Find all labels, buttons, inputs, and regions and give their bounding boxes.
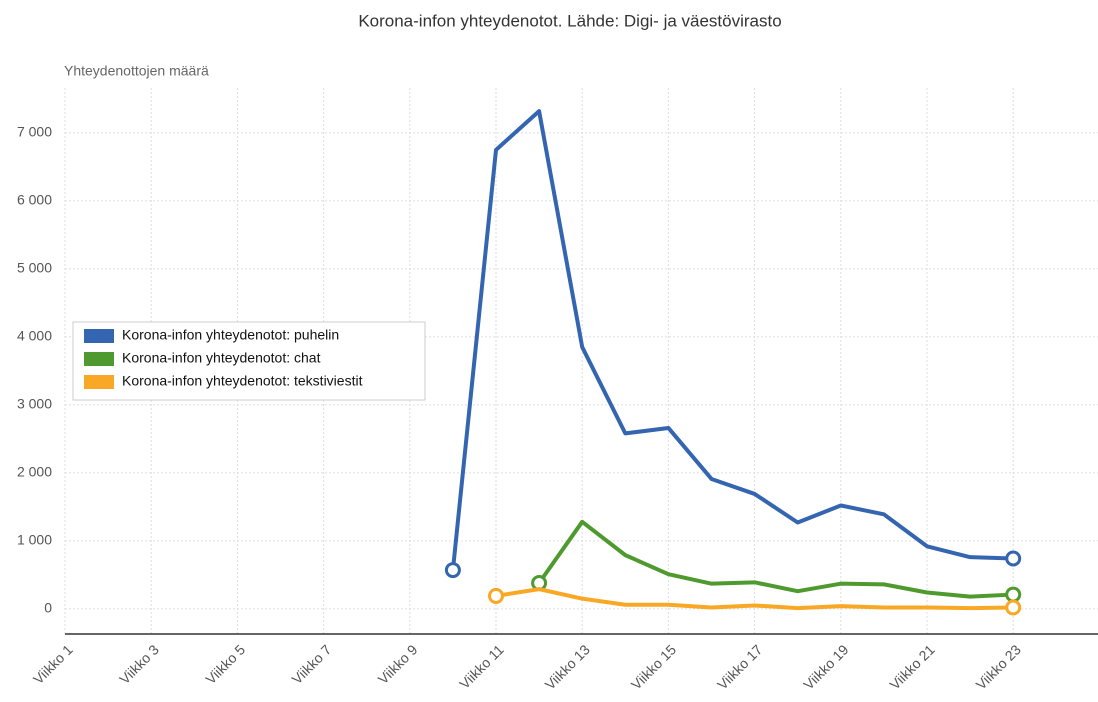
end-marker	[488, 587, 504, 604]
x-tick-label: Viikko 5	[202, 641, 248, 687]
legend-swatch	[84, 352, 114, 366]
x-tick-label: Viikko 11	[456, 641, 507, 692]
y-tick-label: 1 000	[17, 532, 52, 548]
legend-label: Korona-infon yhteydenotot: chat	[122, 350, 321, 366]
chart-title: Korona-infon yhteydenotot. Lähde: Digi- …	[358, 11, 781, 30]
y-tick-label: 2 000	[17, 464, 52, 480]
x-tick-label: Viikko 19	[800, 641, 851, 692]
x-tick-label: Viikko 15	[628, 641, 679, 692]
x-tick-label: Viikko 13	[542, 641, 593, 692]
x-tick-label: Viikko 21	[886, 641, 937, 692]
y-axis-title: Yhteydenottojen määrä	[64, 63, 209, 79]
x-tick-label: Viikko 23	[973, 641, 1024, 692]
legend-swatch	[84, 329, 114, 343]
y-tick-label: 4 000	[17, 328, 52, 344]
series-line	[495, 587, 1014, 611]
end-marker	[1005, 599, 1022, 616]
y-tick-label: 0	[44, 600, 52, 616]
end-marker	[1005, 586, 1022, 603]
y-tick-label: 5 000	[17, 260, 52, 276]
series-line	[450, 109, 1014, 571]
legend-swatch	[84, 375, 114, 389]
x-tick-label: Viikko 1	[30, 641, 76, 687]
x-tick-label: Viikko 3	[116, 641, 162, 687]
end-marker	[444, 562, 461, 579]
y-tick-label: 6 000	[17, 192, 52, 208]
series-line	[537, 519, 1014, 599]
x-tick-label: Viikko 7	[289, 641, 335, 687]
x-tick-label: Viikko 17	[714, 641, 765, 692]
end-marker	[1005, 550, 1022, 567]
legend-label: Korona-infon yhteydenotot: puhelin	[122, 327, 339, 343]
y-tick-label: 3 000	[17, 396, 52, 412]
x-tick-label: Viikko 9	[375, 641, 421, 687]
legend-label: Korona-infon yhteydenotot: tekstiviestit	[122, 373, 363, 389]
y-tick-label: 7 000	[17, 124, 52, 140]
legend-box	[72, 321, 426, 401]
